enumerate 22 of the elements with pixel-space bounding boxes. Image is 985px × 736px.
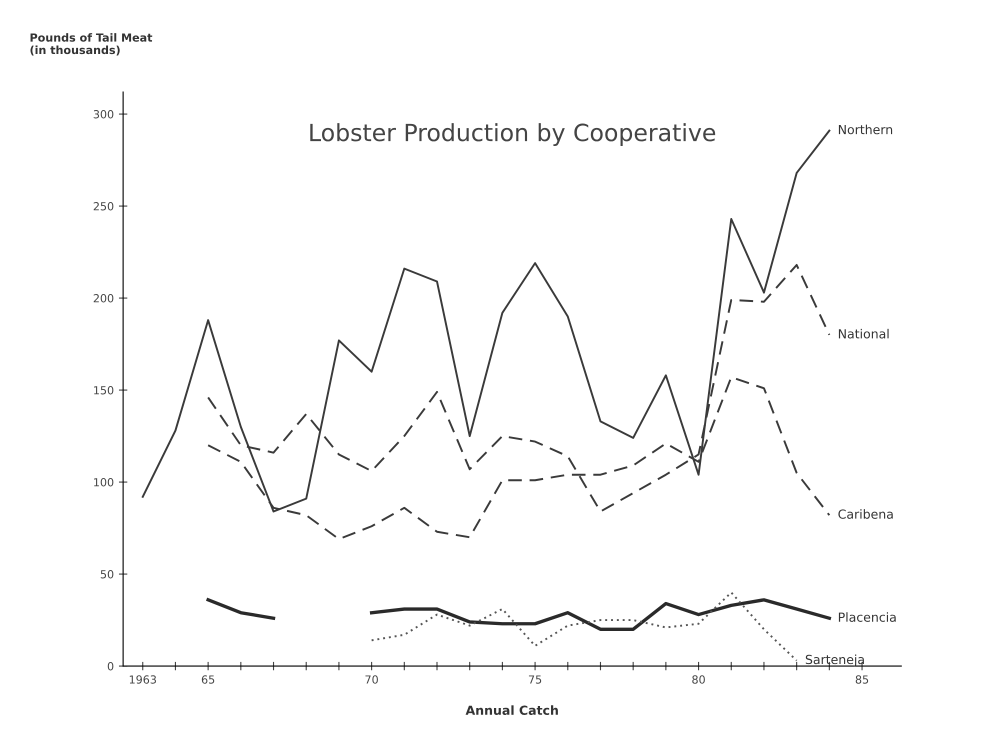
y-tick-label: 50 (100, 570, 114, 578)
y-tick-label: 250 (94, 202, 114, 210)
text: Lobster Production by Cooperative (310, 123, 716, 146)
line-series (370, 592, 798, 662)
y-tick-label: 200 (94, 294, 114, 302)
series-label: Placencia (838, 612, 896, 622)
x-tick-label: 65 (202, 675, 214, 684)
y-axis-title: Pounds of Tail Meat (in thousands) (30, 33, 152, 56)
series-label: Northern (838, 124, 892, 134)
x-axis-title: Annual Catch (466, 705, 558, 715)
x-tick-label: 70 (365, 675, 378, 684)
y-tick-label: 100 (94, 478, 114, 486)
series-label: Sarteneja (806, 654, 864, 667)
x-tick-label: 85 (856, 675, 868, 684)
x-tick-label: 1963 (130, 675, 156, 684)
y-tick-label: 150 (94, 386, 114, 394)
series-label: National (838, 328, 889, 339)
x-tick-label: 80 (692, 675, 705, 684)
y-tick-label: 300 (94, 110, 114, 118)
x-tick-label: 75 (528, 675, 542, 684)
series-label: Caribena (838, 509, 893, 519)
y-tick-label: 0 (108, 662, 114, 670)
